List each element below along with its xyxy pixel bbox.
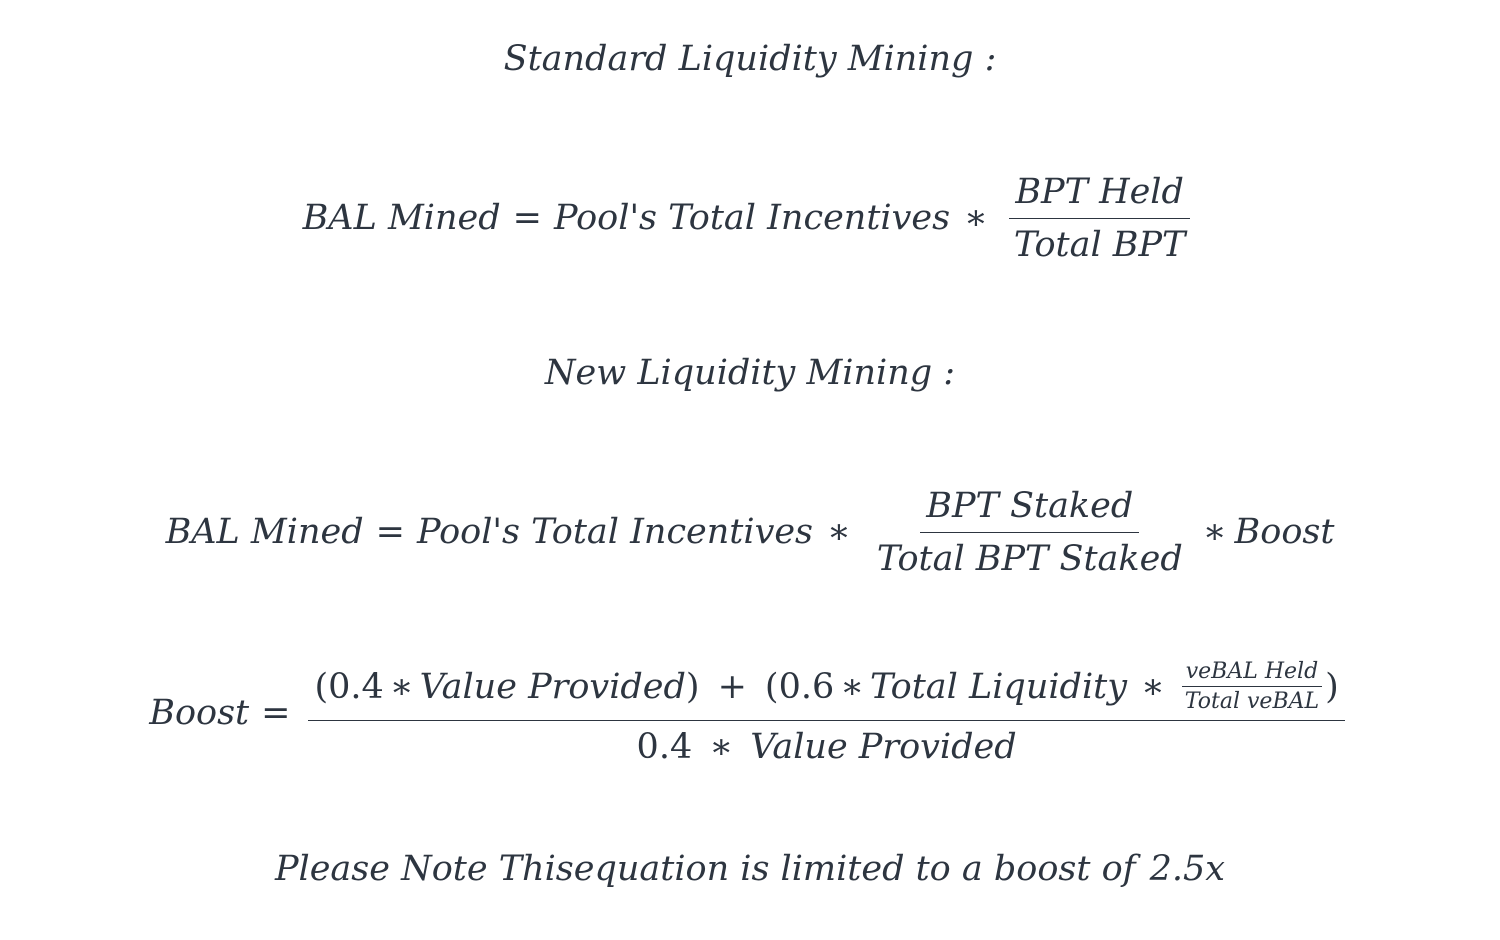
new-fraction: BPT Staked Total BPT Staked <box>871 486 1189 579</box>
boost-denominator: 0.4 ∗ Value Provided <box>631 721 1023 767</box>
note-text: Please Note Thisequation is limited to a… <box>274 849 1136 889</box>
standard-fraction: BPT Held Total BPT <box>1008 172 1192 265</box>
new-denominator: Total BPT Staked <box>876 538 1183 579</box>
den-times: ∗ <box>709 727 734 767</box>
boost-note: Please Note Thisequation is limited to a… <box>0 846 1500 892</box>
boost-equation: Boost = ( 0.4 ∗ Value Provided ) + ( 0.6… <box>0 659 1500 767</box>
term-2: Total Liquidity <box>870 666 1127 707</box>
term-1: Value Provided <box>419 666 686 707</box>
plus: + <box>717 666 747 707</box>
new-equation: BAL Mined = Pool's Total Incentives ∗ BP… <box>0 480 1500 584</box>
standard-denominator: Total BPT <box>1013 224 1186 265</box>
new-numerator: BPT Staked <box>920 486 1140 533</box>
standard-lhs: BAL Mined <box>302 198 501 238</box>
times-3: ∗ <box>1141 666 1165 707</box>
standard-numerator: BPT Held <box>1009 172 1190 219</box>
inner-denominator: Total veBAL <box>1184 689 1320 714</box>
paren-close-1: ) <box>685 666 700 707</box>
standard-term: Pool's Total Incentives <box>553 198 951 238</box>
paren-open-2: ( <box>764 666 779 707</box>
new-lhs: BAL Mined <box>165 512 364 552</box>
new-term: Pool's Total Incentives <box>416 512 814 552</box>
den-coef: 0.4 <box>636 727 693 767</box>
coef-1: 0.4 <box>328 666 384 707</box>
times-2: ∗ <box>840 666 865 707</box>
standard-heading-text: Standard Liquidity Mining : <box>503 39 997 79</box>
boost-fraction: ( 0.4 ∗ Value Provided ) + ( 0.6 ∗ Total… <box>308 659 1345 767</box>
boost-lhs: Boost <box>149 693 250 733</box>
boost-numerator: ( 0.4 ∗ Value Provided ) + ( 0.6 ∗ Total… <box>308 659 1345 721</box>
paren-close-2: ) <box>1325 666 1339 707</box>
times-1: ∗ <box>389 666 414 707</box>
inner-numerator: veBAL Held <box>1181 659 1323 687</box>
standard-equation: BAL Mined = Pool's Total Incentives ∗ BP… <box>0 166 1500 270</box>
boost-equals: = <box>261 693 291 733</box>
standard-heading: Standard Liquidity Mining : <box>0 36 1500 82</box>
new-times: ∗ <box>827 512 851 552</box>
coef-2: 0.6 <box>778 666 835 707</box>
standard-times: ∗ <box>964 198 988 238</box>
new-equals: = <box>375 512 405 552</box>
new-heading: New Liquidity Mining : <box>0 350 1500 396</box>
inner-fraction: veBAL Held Total veBAL <box>1181 659 1323 714</box>
note-value: 2.5x <box>1149 849 1226 889</box>
new-times-boost: ∗ <box>1202 512 1227 552</box>
new-heading-text: New Liquidity Mining : <box>544 353 956 393</box>
paren-open-1: ( <box>314 666 329 707</box>
new-boost: Boost <box>1234 512 1335 552</box>
den-term: Value Provided <box>750 727 1017 767</box>
standard-equals: = <box>512 198 542 238</box>
